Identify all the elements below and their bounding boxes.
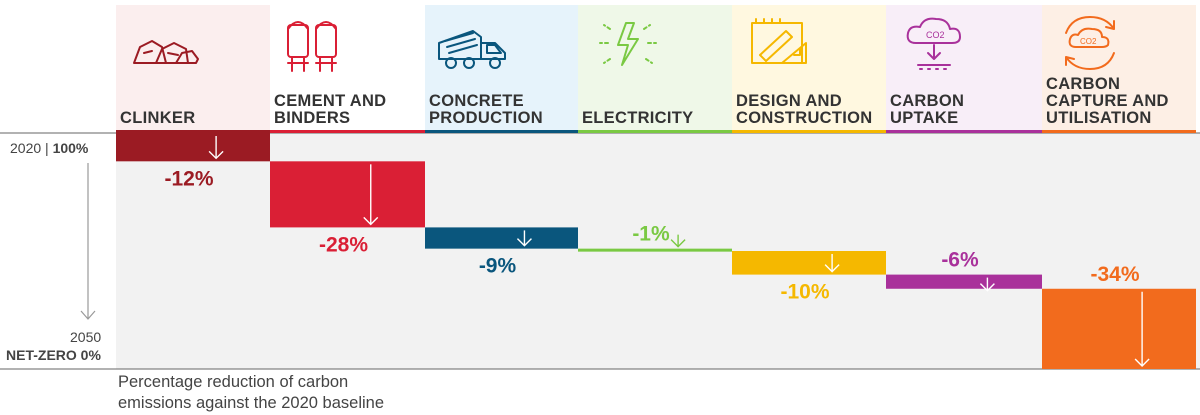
column-label-line: BINDERS xyxy=(274,109,351,127)
column-header-6: CO2 CARBON UPTAKE xyxy=(886,5,1042,133)
bar-arrow-head xyxy=(1134,358,1150,367)
column-underline xyxy=(886,130,1042,133)
column-header-1: CLINKER xyxy=(116,5,270,133)
column-label-line: UTILISATION xyxy=(1046,109,1152,127)
column-underline xyxy=(732,130,886,133)
column-header-7: CO2 CARBON CAPTURE AND UTILISATION xyxy=(1042,5,1196,133)
bar-3 xyxy=(425,227,578,249)
bar-arrow-head xyxy=(979,283,995,292)
caption-line-2: emissions against the 2020 baseline xyxy=(118,394,385,412)
clinker-rocks-icon xyxy=(133,40,199,64)
design-blueprint-icon xyxy=(751,18,807,64)
column-underline xyxy=(1042,130,1196,133)
baseline-label: 2020 | 100% xyxy=(10,140,88,156)
column-label-line: CARBON xyxy=(890,92,965,110)
svg-text:CO2: CO2 xyxy=(1080,37,1097,46)
value-label-5: -10% xyxy=(780,281,829,304)
end-value-label: NET-ZERO 0% xyxy=(6,347,101,363)
column-label-line: CAPTURE AND xyxy=(1046,92,1169,110)
column-label-line: DESIGN AND xyxy=(736,92,842,110)
baseline-value: 100% xyxy=(52,140,89,156)
column-header-4: ELECTRICITY xyxy=(578,5,732,133)
concrete-mixer-truck-icon xyxy=(438,30,506,69)
value-label-1: -12% xyxy=(164,167,213,190)
column-underline xyxy=(425,130,578,133)
column-header-3: CONCRETE PRODUCTION xyxy=(425,5,578,133)
value-label-2: -28% xyxy=(319,233,368,256)
column-header-2: CEMENT AND BINDERS xyxy=(270,5,425,133)
co2-cloud-uptake-icon: CO2 xyxy=(906,17,961,70)
column-label: CEMENT AND BINDERS xyxy=(274,93,425,127)
bar-1 xyxy=(116,133,270,162)
column-label-line: UPTAKE xyxy=(890,109,959,127)
cement-silos-icon xyxy=(287,21,337,72)
bar-2 xyxy=(270,161,425,228)
bar-7 xyxy=(1042,288,1196,369)
column-label-line: CONCRETE xyxy=(429,92,524,110)
column-label-line: CEMENT AND xyxy=(274,92,387,110)
column-label-line: CONSTRUCTION xyxy=(736,109,873,127)
value-label-4: -1% xyxy=(632,223,670,246)
bar-arrow-head xyxy=(824,264,840,273)
axis-arrow-head xyxy=(80,310,96,320)
value-label-3: -9% xyxy=(479,255,517,278)
bar-arrow-head xyxy=(516,238,532,247)
caption-line-1: Percentage reduction of carbon xyxy=(118,373,349,391)
column-label-line: CLINKER xyxy=(120,109,196,127)
bar-6 xyxy=(886,274,1042,289)
bar-arrow-head xyxy=(208,150,224,160)
value-label-6: -6% xyxy=(941,249,979,272)
baseline-separator: | xyxy=(45,140,53,156)
column-underline xyxy=(578,130,732,133)
bar-arrow-head xyxy=(363,216,379,226)
column-label: CONCRETE PRODUCTION xyxy=(429,93,578,127)
co2-capture-cycle-icon: CO2 xyxy=(1065,16,1115,70)
end-year-label: 2050 xyxy=(70,329,102,345)
column-label: DESIGN AND CONSTRUCTION xyxy=(736,93,886,127)
column-label-line: ELECTRICITY xyxy=(582,109,694,127)
column-label: ELECTRICITY xyxy=(582,110,732,127)
svg-text:CO2: CO2 xyxy=(926,30,945,40)
column-underline xyxy=(116,130,270,133)
value-label-7: -34% xyxy=(1090,263,1139,286)
column-header-5: DESIGN AND CONSTRUCTION xyxy=(732,5,886,133)
column-label: CARBON CAPTURE AND UTILISATION xyxy=(1046,76,1196,127)
column-label: CLINKER xyxy=(120,110,270,127)
bar-4 xyxy=(578,248,732,252)
electricity-bolt-icon xyxy=(599,22,657,66)
baseline-year: 2020 xyxy=(10,140,42,156)
column-label: CARBON UPTAKE xyxy=(890,93,1042,127)
column-label-line: CARBON xyxy=(1046,75,1121,93)
bar-arrow-head xyxy=(670,239,686,248)
column-label-line: PRODUCTION xyxy=(429,109,543,127)
chart-caption: Percentage reduction of carbon emissions… xyxy=(118,372,384,414)
bar-5 xyxy=(732,251,886,275)
column-underline xyxy=(270,130,425,133)
